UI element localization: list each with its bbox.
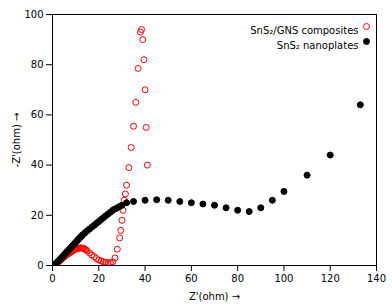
- svg-text:40: 40: [139, 273, 152, 284]
- svg-text:0: 0: [37, 260, 43, 271]
- svg-text:60: 60: [185, 273, 198, 284]
- svg-text:Z'(ohm) →: Z'(ohm) →: [189, 291, 240, 302]
- svg-text:0: 0: [49, 273, 55, 284]
- svg-text:20: 20: [92, 273, 105, 284]
- svg-text:-Z'(ohm) →: -Z'(ohm) →: [11, 113, 22, 168]
- svg-text:SnS₂ nanoplates: SnS₂ nanoplates: [277, 40, 359, 51]
- svg-text:SnS₂/GNS composites: SnS₂/GNS composites: [250, 25, 358, 36]
- svg-text:80: 80: [231, 273, 244, 284]
- svg-text:20: 20: [31, 210, 44, 221]
- svg-text:100: 100: [24, 9, 43, 20]
- svg-text:140: 140: [367, 273, 386, 284]
- svg-text:60: 60: [31, 109, 44, 120]
- svg-text:120: 120: [321, 273, 340, 284]
- svg-text:40: 40: [31, 159, 44, 170]
- svg-text:100: 100: [274, 273, 293, 284]
- svg-text:80: 80: [31, 59, 44, 70]
